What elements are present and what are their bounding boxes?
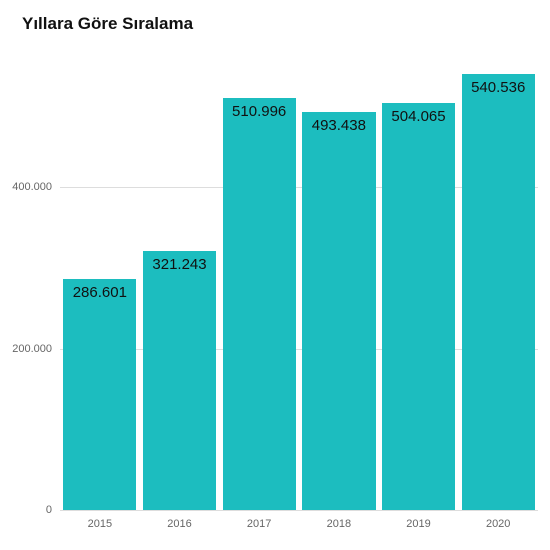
bar-value-label: 540.536 — [471, 79, 525, 96]
bar-slot: 493.4382018 — [299, 50, 379, 510]
bar-slot: 510.9962017 — [219, 50, 299, 510]
bar-slot: 321.2432016 — [140, 50, 220, 510]
bar: 540.536 — [462, 74, 535, 510]
x-tick-label: 2019 — [406, 510, 430, 530]
x-tick-label: 2017 — [247, 510, 271, 530]
y-tick-label: 0 — [46, 504, 60, 516]
bar-value-label: 504.065 — [391, 108, 445, 125]
x-tick-label: 2020 — [486, 510, 510, 530]
bar: 493.438 — [302, 112, 375, 510]
bar: 286.601 — [63, 279, 136, 510]
bar-value-label: 493.438 — [312, 117, 366, 134]
chart-container: Yıllara Göre Sıralama 0 200.000 400.000 28… — [0, 0, 550, 550]
y-tick-label: 200.000 — [12, 343, 60, 355]
y-tick-label: 400.000 — [12, 181, 60, 193]
bar-slot: 504.0652019 — [379, 50, 459, 510]
gridline: 0 — [60, 510, 538, 511]
bars-group: 286.6012015321.2432016510.9962017493.438… — [60, 50, 538, 510]
bar-slot: 540.5362020 — [458, 50, 538, 510]
bar: 321.243 — [143, 251, 216, 510]
bar-value-label: 286.601 — [73, 284, 127, 301]
bar-value-label: 510.996 — [232, 103, 286, 120]
bar: 504.065 — [382, 103, 455, 510]
bar-slot: 286.6012015 — [60, 50, 140, 510]
plot-area: 0200.000400.000 286.6012015321.243201651… — [60, 50, 538, 510]
x-tick-label: 2018 — [327, 510, 351, 530]
x-tick-label: 2015 — [88, 510, 112, 530]
chart-title: Yıllara Göre Sıralama — [22, 14, 193, 34]
bar-value-label: 321.243 — [152, 256, 206, 273]
x-tick-label: 2016 — [167, 510, 191, 530]
bar: 510.996 — [223, 98, 296, 510]
